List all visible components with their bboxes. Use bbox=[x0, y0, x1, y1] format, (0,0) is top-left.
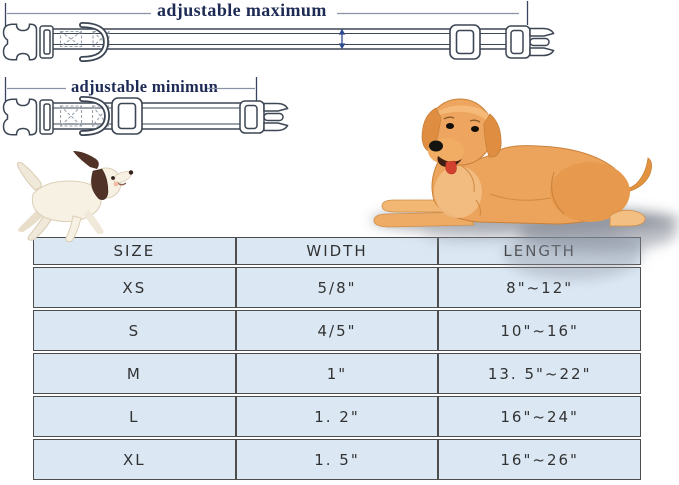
strap-bracket bbox=[39, 99, 54, 135]
puppy-front-leg bbox=[65, 215, 82, 243]
dog-hind-paw bbox=[609, 209, 646, 227]
cell-length: 16"~26" bbox=[438, 439, 641, 480]
female-buckle bbox=[2, 98, 38, 136]
male-buckle bbox=[239, 100, 289, 134]
puppy-ear-hanging bbox=[91, 168, 109, 200]
dog-tongue bbox=[445, 160, 457, 175]
cell-width: 1. 5" bbox=[235, 439, 439, 480]
dog-eye-left bbox=[446, 123, 454, 129]
dog-chest bbox=[434, 166, 482, 218]
puppy-ear-up bbox=[73, 151, 99, 169]
golden-retriever-illustration bbox=[371, 98, 679, 280]
width-arrow bbox=[338, 28, 346, 50]
column-header-width: WIDTH bbox=[235, 237, 439, 265]
cell-size: XL bbox=[33, 439, 236, 480]
dog-nose bbox=[429, 140, 443, 152]
cell-size: L bbox=[33, 396, 236, 437]
collar-strap bbox=[51, 28, 508, 50]
tri-glide-slider bbox=[111, 97, 143, 135]
cell-size: XS bbox=[33, 267, 236, 308]
male-buckle bbox=[505, 25, 555, 59]
cell-size: S bbox=[33, 310, 236, 351]
puppy-rear-leg bbox=[27, 213, 52, 241]
tri-glide-slider bbox=[449, 24, 481, 60]
strap-bracket bbox=[39, 25, 54, 59]
adjustable-minimum-label: adjustable minimun bbox=[71, 77, 219, 96]
cell-length: 13. 5"~22" bbox=[438, 353, 641, 394]
dog-head bbox=[421, 98, 502, 175]
puppy-cheek bbox=[113, 181, 119, 187]
collar-minimum-diagram bbox=[2, 77, 289, 136]
cell-width: 1. 2" bbox=[235, 396, 439, 437]
dog-ear-right bbox=[483, 113, 502, 158]
dog-haunch-contour bbox=[551, 171, 565, 215]
cell-width: 4/5" bbox=[235, 310, 439, 351]
dog-eye-right bbox=[471, 126, 479, 132]
d-ring bbox=[79, 96, 111, 136]
cell-width: 5/8" bbox=[235, 267, 439, 308]
cell-size: M bbox=[33, 353, 236, 394]
puppy-eye bbox=[111, 176, 115, 180]
puppy-illustration bbox=[17, 151, 134, 243]
collar-maximum-diagram bbox=[2, 1, 555, 62]
min-dimension-line bbox=[4, 77, 258, 101]
table-row-s: S 4/5" 10"~16" bbox=[33, 310, 641, 351]
size-table: SIZE WIDTH LENGTH XS 5/8" 8"~12" S 4/5" … bbox=[33, 237, 641, 480]
dog-fold-lines bbox=[461, 165, 551, 217]
puppy-body bbox=[31, 180, 102, 223]
cell-length: 16"~24" bbox=[438, 396, 641, 437]
adjustable-maximum-label: adjustable maximum bbox=[157, 0, 327, 20]
dog-eyebrows bbox=[443, 116, 481, 123]
puppy-front-leg-forward bbox=[84, 210, 104, 235]
puppy-tail bbox=[17, 162, 42, 191]
female-buckle bbox=[2, 23, 38, 61]
d-ring bbox=[79, 22, 110, 62]
cell-width: 1" bbox=[235, 353, 439, 394]
cell-length: 10"~16" bbox=[438, 310, 641, 351]
puppy-rear-leg-far bbox=[18, 210, 43, 232]
column-header-size: SIZE bbox=[33, 237, 236, 265]
table-row-m: M 1" 13. 5"~22" bbox=[33, 353, 641, 394]
table-row-l: L 1. 2" 16"~24" bbox=[33, 396, 641, 437]
table-row-xl: XL 1. 5" 16"~26" bbox=[33, 439, 641, 480]
table-row-xs: XS 5/8" 8"~12" bbox=[33, 267, 641, 308]
dog-haunch bbox=[550, 162, 630, 222]
puppy-nose bbox=[128, 170, 134, 175]
